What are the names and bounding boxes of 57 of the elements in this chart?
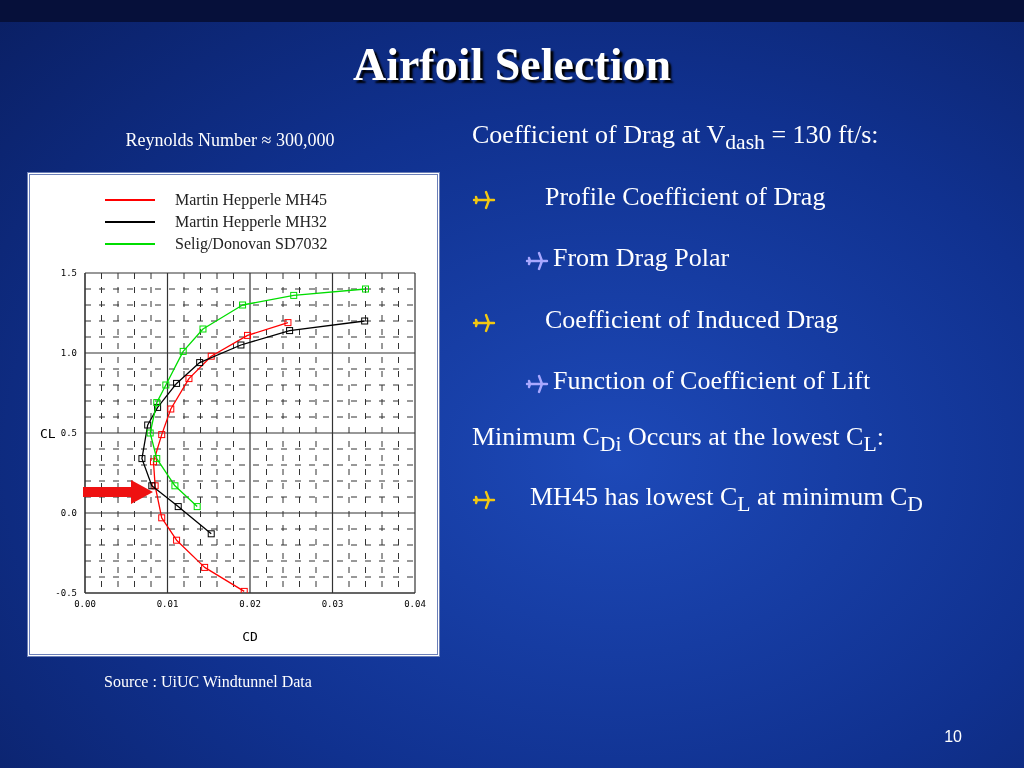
point xyxy=(207,352,215,360)
point xyxy=(179,347,187,355)
point xyxy=(167,405,175,413)
point xyxy=(149,458,157,466)
text: MH45 has lowest C$_{L}$ at minimum C$_{D}$ xyxy=(530,482,923,518)
point xyxy=(237,341,245,349)
point xyxy=(196,359,204,367)
x-axis-title: CD xyxy=(242,629,258,644)
chart-subtitle: Reynolds Number ≈ 300,000 xyxy=(124,130,336,151)
point xyxy=(171,482,179,490)
x-tick-label: 0.02 xyxy=(239,599,261,610)
point xyxy=(138,455,146,463)
text: Airfoil Selection xyxy=(351,38,673,91)
text: Profile Coefficient of Drag xyxy=(545,182,826,212)
point xyxy=(207,530,215,538)
text: Function of Coefficient of Lift xyxy=(553,366,871,396)
point xyxy=(361,317,369,325)
point xyxy=(244,331,252,339)
point xyxy=(158,431,166,439)
point xyxy=(193,503,201,511)
text: Minimum C$_{Di}$ Occurs at the lowest C$_{L}$: xyxy=(472,422,884,458)
text: 10 xyxy=(944,728,962,746)
y-tick-label: 0.5 xyxy=(60,428,77,439)
point xyxy=(284,319,292,327)
text: Coefficient of Induced Drag xyxy=(545,305,839,335)
point xyxy=(153,399,161,407)
y-tick-label: -0.5 xyxy=(55,588,77,599)
point xyxy=(158,514,166,522)
y-axis-title: CL xyxy=(40,425,56,441)
point xyxy=(162,381,170,389)
point xyxy=(199,325,207,333)
x-tick-label: 0.01 xyxy=(156,599,179,610)
text: From Drag Polar xyxy=(553,243,730,273)
x-tick-label: 0.03 xyxy=(321,599,344,610)
point xyxy=(174,503,182,511)
text: Coefficient of Drag at V$_{dash}$ = 130 ft/s: xyxy=(472,120,879,156)
point xyxy=(362,285,369,293)
point xyxy=(146,429,154,437)
x-tick-label: 0.04 xyxy=(404,599,426,610)
point xyxy=(144,421,152,429)
point xyxy=(154,403,162,411)
point xyxy=(185,375,193,383)
point xyxy=(153,455,161,463)
point xyxy=(290,291,298,299)
source-note: Source : UiUC Windtunnel Data xyxy=(104,673,312,691)
point xyxy=(173,379,181,387)
legend-label: Martin Hepperle MH45 xyxy=(175,191,327,209)
legend-label: Martin Hepperle MH32 xyxy=(175,213,327,231)
point xyxy=(173,536,181,544)
point xyxy=(201,563,209,571)
y-tick-label: 1.5 xyxy=(60,268,77,279)
x-tick-label: 0.00 xyxy=(74,599,96,610)
point xyxy=(239,301,247,309)
y-tick-label: 1.0 xyxy=(60,348,77,359)
legend-label: Selig/Donovan SD7032 xyxy=(175,235,328,253)
point xyxy=(286,327,294,335)
y-tick-label: 0.0 xyxy=(60,508,77,519)
